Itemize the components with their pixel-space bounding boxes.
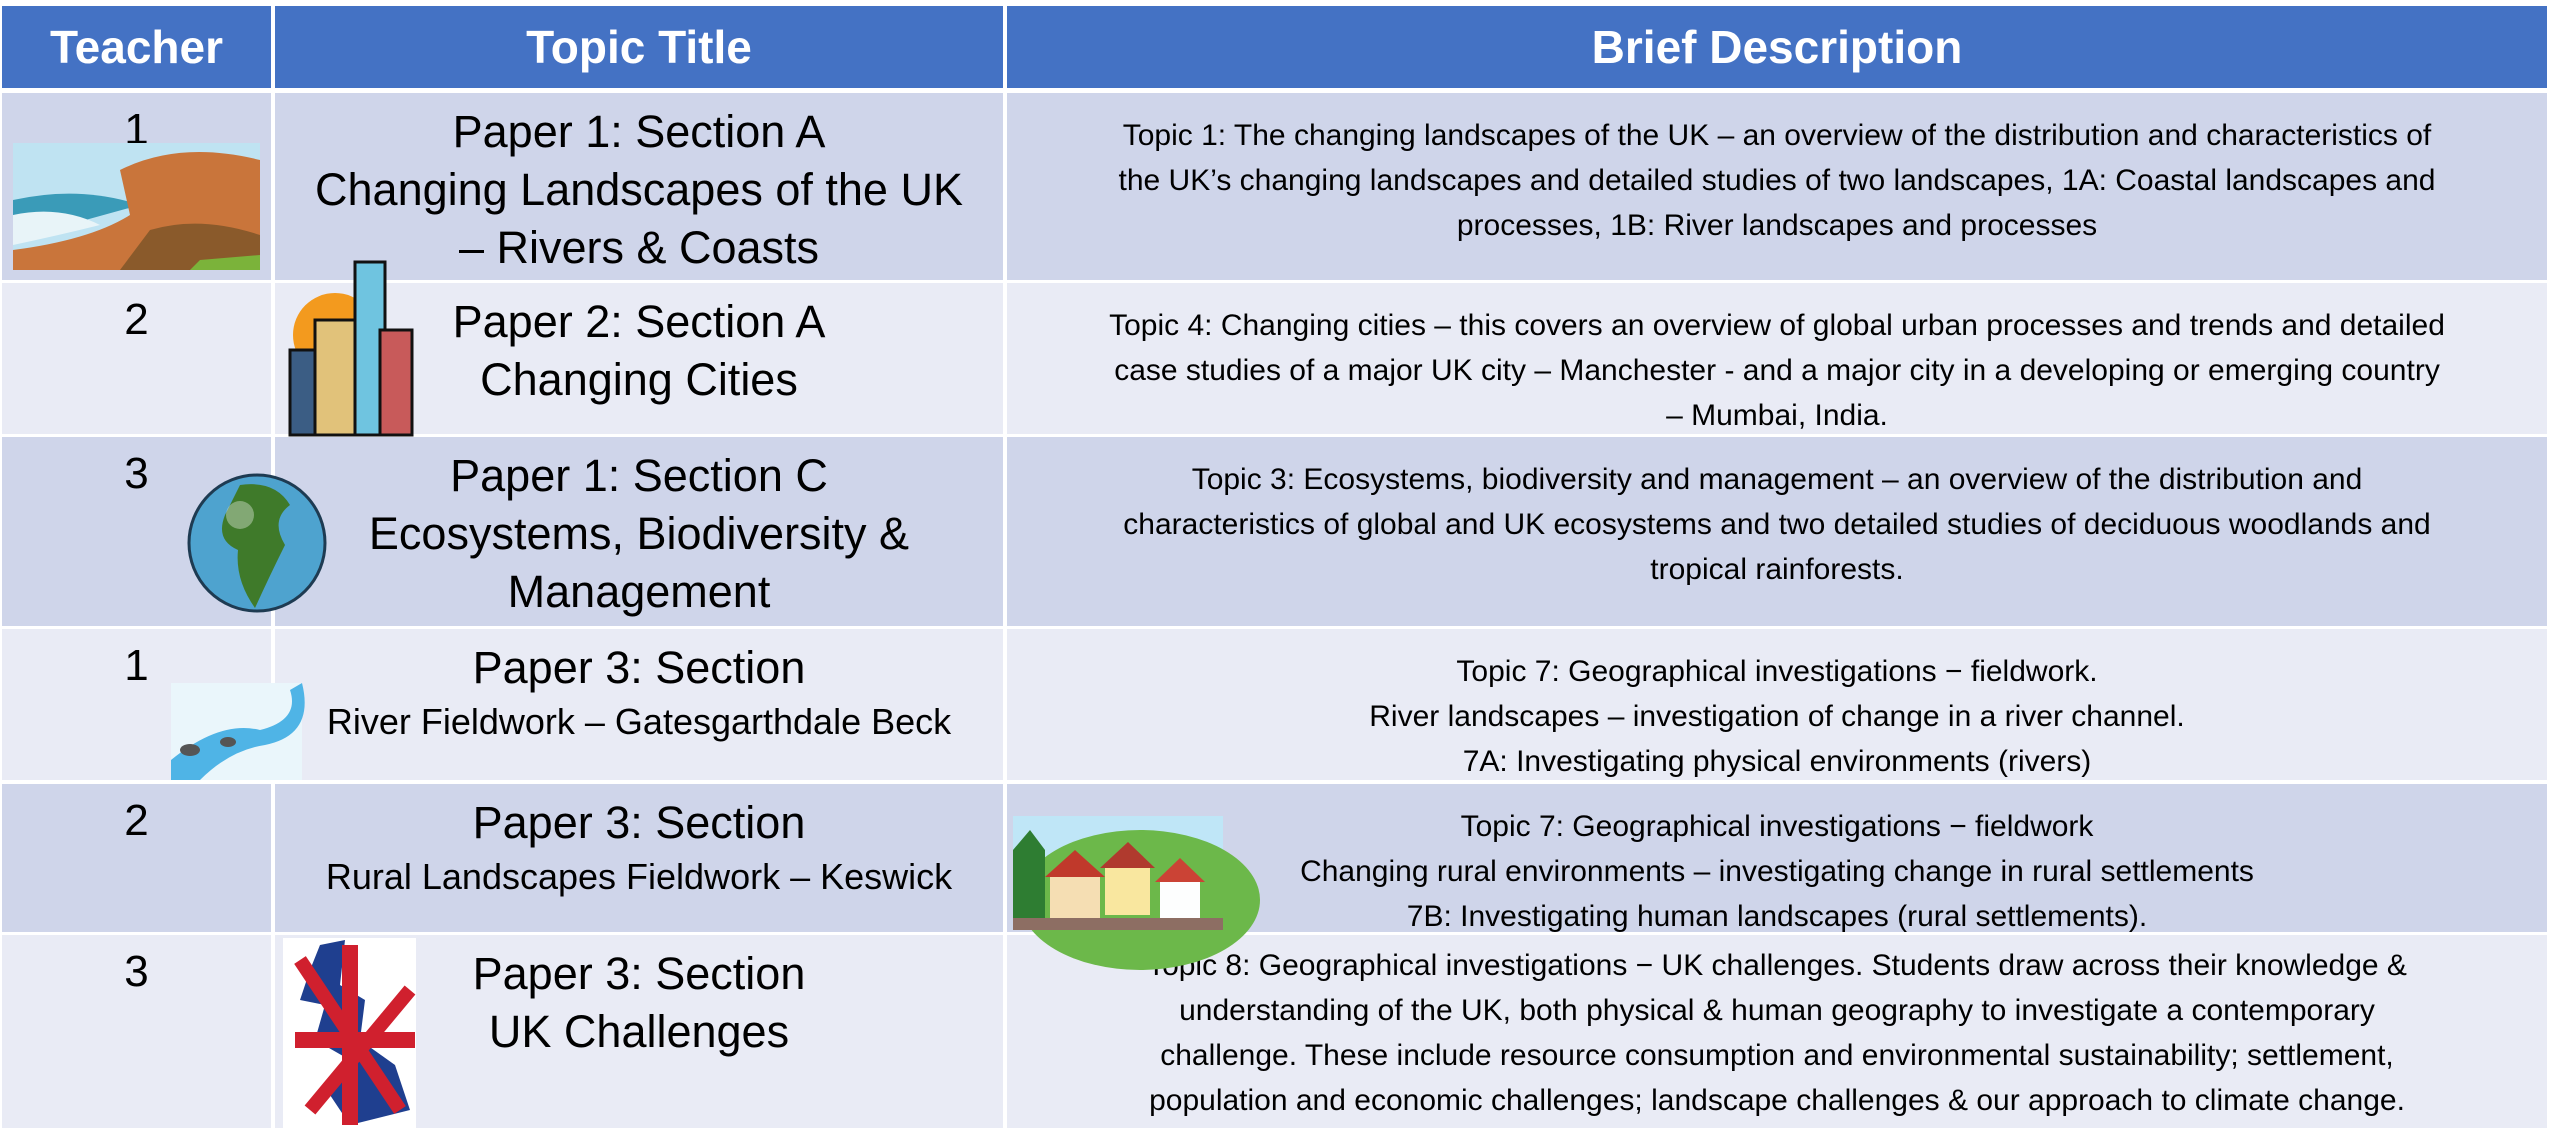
description-line: challenge. These include resource consum…: [1160, 1039, 2394, 1072]
description-line: case studies of a major UK city – Manche…: [1114, 354, 2440, 387]
description-cell: Topic 4: Changing cities – this covers a…: [1007, 283, 2547, 434]
title-cell: Paper 1: Section A Changing Landscapes of…: [275, 93, 1003, 280]
title-line: Changing Cities: [480, 354, 798, 405]
description-line: the UK’s changing landscapes and detaile…: [1118, 164, 2436, 197]
teacher-cell: 1: [2, 629, 271, 780]
title-line: Ecosystems, Biodiversity &: [368, 508, 910, 559]
title-line: Rural Landscapes Fieldwork – Keswick: [325, 856, 953, 897]
description-line: 7B: Investigating human landscapes (rura…: [1406, 900, 2148, 932]
header-cell: Teacher: [2, 6, 271, 88]
description-line: processes, 1B: River landscapes and proc…: [1456, 209, 2098, 242]
title-line: Paper 1: Section C: [450, 450, 828, 501]
description-cell: Topic 7: Geographical investigations − f…: [1007, 629, 2547, 780]
title-cell: Paper 2: Section A Changing Cities: [275, 283, 1003, 434]
description-line: Topic 3: Ecosystems, biodiversity and ma…: [1191, 463, 2363, 496]
title-cell: Paper 3: Section UK Challenges: [275, 935, 1003, 1128]
description-cell: Topic 1: The changing landscapes of the …: [1007, 93, 2547, 280]
title-line: UK Challenges: [488, 1006, 790, 1057]
description-cell: Topic 7: Geographical investigations − f…: [1007, 784, 2547, 932]
title-line: Management: [507, 566, 771, 617]
title-line: Paper 3: Section: [472, 948, 806, 999]
title-cell: Paper 3: Section River Fieldwork – Gatesg…: [275, 629, 1003, 780]
description-line: Topic 7: Geographical investigations − f…: [1456, 655, 2098, 688]
description-cell: Topic 3: Ecosystems, biodiversity and ma…: [1007, 437, 2547, 626]
header-cell: Topic Title: [275, 6, 1003, 88]
title-cell: Paper 1: Section C Ecosystems, Biodiversi…: [275, 437, 1003, 626]
title-line: Paper 2: Section A: [452, 296, 826, 347]
header-cell: Brief Description: [1007, 6, 2547, 88]
description-line: Topic 8: Geographical investigations − U…: [1147, 949, 2407, 982]
title-line: Paper 1: Section A: [452, 106, 826, 157]
description-line: understanding of the UK, both physical &…: [1179, 994, 2375, 1027]
teacher-cell: 3: [2, 935, 271, 1128]
title-line: River Fieldwork – Gatesgarthdale Beck: [326, 701, 952, 742]
description-cell: Topic 8: Geographical investigations − U…: [1007, 935, 2547, 1128]
teacher-cell: 3: [2, 437, 271, 626]
description-line: characteristics of global and UK ecosyst…: [1123, 508, 2431, 541]
title-line: Paper 3: Section: [472, 797, 806, 848]
title-line: Paper 3: Section: [472, 642, 806, 693]
title-line: Changing Landscapes of the UK: [315, 164, 963, 215]
description-line: 7A: Investigating physical environments …: [1462, 745, 2092, 778]
title-cell: Paper 3: Section Rural Landscapes Fieldwo…: [275, 784, 1003, 932]
description-line: tropical rainforests.: [1650, 553, 1904, 586]
teacher-cell: 2: [2, 784, 271, 932]
description-line: River landscapes – investigation of chan…: [1369, 700, 2185, 733]
description-line: population and economic challenges; land…: [1149, 1084, 2405, 1117]
teacher-cell: 1: [2, 93, 271, 280]
description-line: Topic 4: Changing cities – this covers a…: [1109, 309, 2445, 342]
description-line: Changing rural environments – investigat…: [1300, 855, 2254, 888]
title-line: – Rivers & Coasts: [458, 222, 820, 273]
description-line: Topic 1: The changing landscapes of the …: [1122, 119, 2432, 152]
description-line: – Mumbai, India.: [1666, 399, 1888, 432]
teacher-cell: 2: [2, 283, 271, 434]
description-line: Topic 7: Geographical investigations − f…: [1460, 810, 2094, 843]
